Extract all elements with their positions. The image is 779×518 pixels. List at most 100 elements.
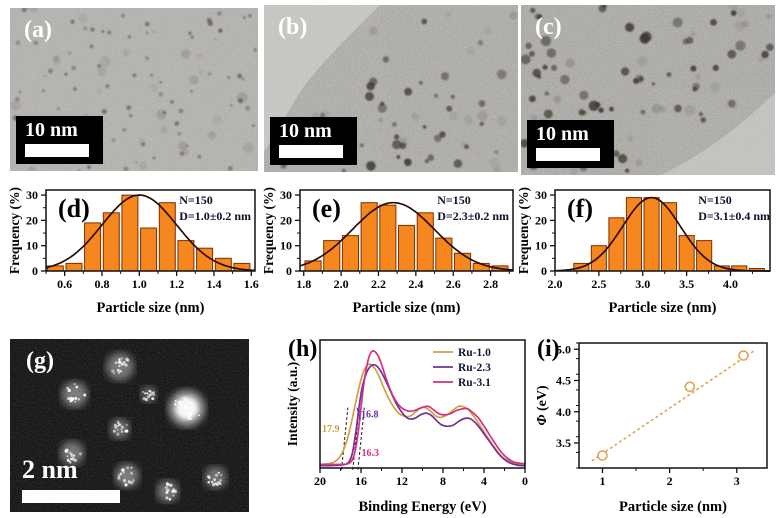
tick-label: 3.0 [635,277,650,291]
histogram-panel-e: 1.8 2.0 2.2 2.4 2.6 2.8 0 10 20 30 Particle size (… [262,184,519,317]
scale-bar-label-a: 10 nm [25,119,78,141]
scale-bar-rule-b [279,145,343,158]
hist-bar [379,204,397,272]
scale-bar-rule-a [25,144,89,157]
stat-diameter-d: D=1.0±0.2 nm [179,208,251,223]
tick-label: 2 [667,474,673,488]
tick-label: 0 [541,264,547,278]
nanocluster-blob [60,441,85,466]
data-point [684,381,696,393]
panel-label-e: (e) [312,194,341,223]
gaussian-fit-curve [45,194,256,272]
tick-label: 12 [396,474,408,488]
ups-spectra-chart: 20 16 12 8 4 0 Binding Energy (eV) Intensity (a… [286,339,528,515]
tick-label: 2.2 [371,277,386,291]
hist-bar [398,224,416,272]
stem-micrograph-g [10,339,249,512]
scale-bar-label-g: 2 nm [22,455,78,485]
hist-bar [177,240,195,272]
tick-label: 4.0 [556,405,571,419]
hist-bar [643,197,660,272]
nanocluster-blob [115,463,140,488]
cutoff-value-ru23: 16.8 [361,409,379,420]
legend-label-Ru-3.1: Ru-3.1 [458,377,491,389]
spectrum-Ru-3.1 [319,350,526,466]
tick-label: 1.2 [169,277,184,291]
tick-label: 4.5 [556,374,571,388]
histogram-panel-f: 2.0 2.5 3.0 3.5 4.0 0 10 20 30 Particle size (nm)… [517,184,776,317]
tick-label: 0 [522,474,528,488]
panel-label-c: (c) [535,14,562,40]
x-axis-label: Particle size (nm) [609,300,717,316]
histogram-chart-f: 2.0 2.5 3.0 3.5 4.0 0 10 20 30 Particle size (nm)… [517,187,771,316]
cutoff-extrapolation-line [357,407,365,470]
x-axis-label: Particle size (nm) [619,499,727,515]
workfunction-chart: 1 2 3 3.5 4.0 4.5 5.0 Particle size (nm) Φ (eV) [535,342,768,515]
panel-label-d: (d) [58,194,90,223]
scale-bar-c: 10 nm [527,120,614,168]
tick-label: 2.6 [446,277,461,291]
scale-bar-rule-c [536,148,600,161]
nanocluster-blob [109,418,130,439]
tick-label: 8 [440,474,446,488]
trendline [591,350,755,462]
hist-bar [341,235,360,272]
tem-micrograph-c [521,5,775,175]
legend-label-Ru-2.3: Ru-2.3 [458,362,491,374]
hist-bar [454,252,472,272]
tick-label: 10 [26,239,38,253]
gaussian-fit-curve [299,201,514,271]
tick-label: 0.8 [94,277,109,291]
data-point [738,350,749,361]
nanocluster-blob [105,352,134,381]
legend-label-Ru-1.0: Ru-1.0 [458,347,491,359]
tick-label: 16 [355,474,367,488]
x-axis-label: Particle size (nm) [97,300,205,316]
histogram-stats-f: N=150 D=3.1±0.4 nm [698,193,770,224]
tick-label: 0.6 [57,277,72,291]
tick-label: 2.0 [548,277,563,291]
hist-bar [590,245,607,272]
plot-frame [554,189,771,272]
plot-frame [299,189,514,272]
scale-bar-a: 10 nm [16,116,103,164]
stat-n-f: N=150 [698,193,732,207]
panel-label-b: (b) [278,14,308,40]
tick-label: 20 [314,474,326,488]
nanocluster-blob [61,381,88,408]
tick-label: 10 [535,239,547,253]
tick-label: 3.5 [556,436,571,450]
tick-label: 2.8 [483,277,498,291]
hist-bar [678,235,695,272]
stem-image-panel-g: (g) 2 nm [10,339,249,512]
hist-bar [661,202,678,272]
tick-label: 1.8 [296,277,311,291]
tick-label: 0 [286,264,292,278]
panel-label-h: (h) [288,336,318,362]
scale-bar-label-c: 10 nm [536,123,589,145]
y-axis-label: Frequency (%) [517,187,531,274]
tick-label: 2.4 [408,277,423,291]
tick-label: 20 [535,213,547,227]
histogram-stats-d: N=150 D=1.0±0.2 nm [179,193,251,224]
tick-label: 4.0 [723,277,738,291]
tick-label: 2.5 [591,277,606,291]
gaussian-fit-curve [555,196,770,272]
tick-label: 3 [734,474,740,488]
tick-label: 10 [280,239,292,253]
histogram-chart-d: 0.6 0.8 1.0 1.2 1.4 1.6 0 10 20 30 Particle size (… [8,187,259,316]
x-axis-label: Binding Energy (eV) [358,499,486,515]
histogram-stats-e: N=150 D=2.3±0.2 nm [437,193,509,224]
scale-bar-b: 10 nm [270,117,357,165]
cutoff-value-ru31: 16.3 [362,448,380,459]
plot-frame [45,189,256,272]
hist-bar [121,194,139,272]
panel-label-a: (a) [24,17,52,43]
ups-spectra-panel-h: 20 16 12 8 4 0 Binding Energy (eV) Intensity (a… [286,333,532,516]
panel-label-i: (i) [537,336,560,362]
cutoff-arrowhead-ru23 [356,407,361,414]
histogram-panel-d: 0.6 0.8 1.0 1.2 1.4 1.6 0 10 20 30 Particle size (… [8,184,261,317]
tick-label: 1 [600,474,606,488]
data-point [597,450,608,461]
